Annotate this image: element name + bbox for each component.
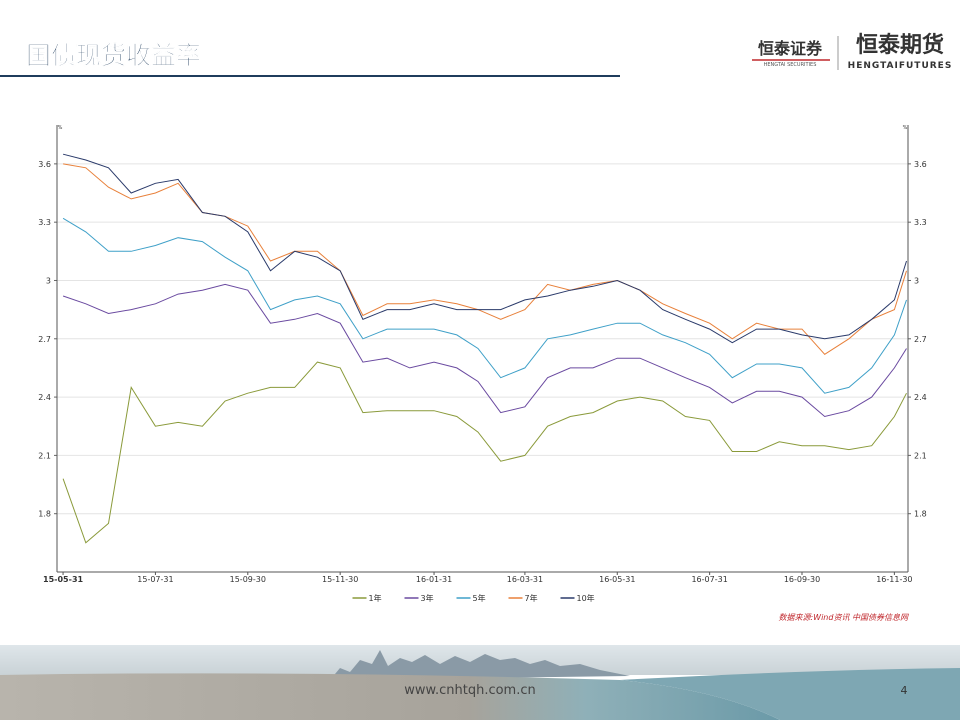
y-tick-label: 2.7 <box>38 335 51 344</box>
x-tick-label: 16-07-31 <box>691 575 727 584</box>
logo-sub: HENGTAIFUTURES <box>848 61 953 71</box>
x-tick-label: 15-09-30 <box>230 575 266 584</box>
x-tick-label: 15-07-31 <box>137 575 173 584</box>
y-tick-label: 1.8 <box>38 510 51 519</box>
y-tick-label: 3.3 <box>38 218 51 227</box>
slide-title: 国债现货收益率 <box>26 41 201 70</box>
logo-sub: HENGTAI SECURITIES <box>764 62 817 68</box>
source-note: 数据来源:Wind资讯 中国债券信息网 <box>778 613 909 622</box>
y-tick-label: 3.6 <box>38 160 51 169</box>
footer-image: www.cnhtqh.com.cn 4 <box>0 645 960 720</box>
series-line <box>62 283 907 418</box>
x-tick-label: 16-03-31 <box>507 575 543 584</box>
x-tick-label: 15-05-31 <box>43 575 83 584</box>
page-number: 4 <box>901 684 908 697</box>
y2-tick-label: 3.6 <box>914 160 927 169</box>
series-line <box>63 163 907 355</box>
y2-tick-label: 2.7 <box>914 335 927 344</box>
series-line <box>62 361 907 544</box>
x-tick-label: 16-11-30 <box>876 575 912 584</box>
y-axis-label: % <box>58 125 63 131</box>
legend-label: 1年 <box>369 593 382 603</box>
legend-label: 3年 <box>421 593 434 603</box>
y2-tick-label: 2.1 <box>914 451 927 460</box>
y2-tick-label: 1.8 <box>914 510 927 519</box>
y-tick-label: 2.1 <box>38 451 51 460</box>
y-tick-label: 3 <box>46 276 51 285</box>
series-line <box>62 217 907 394</box>
water <box>620 668 960 720</box>
legend-label: 10年 <box>577 593 595 603</box>
x-tick-label: 16-09-30 <box>784 575 820 584</box>
x-tick-label: 16-05-31 <box>599 575 635 584</box>
x-tick-label: 16-01-31 <box>416 575 452 584</box>
header: 国债现货收益率 恒泰证券 HENGTAI SECURITIES 恒泰期货 HEN… <box>0 32 953 77</box>
y2-tick-label: 3.3 <box>914 218 927 227</box>
legend-label: 5年 <box>473 593 486 603</box>
y2-axis-label: % <box>903 125 908 131</box>
series-line <box>62 153 907 344</box>
x-tick-label: 15-11-30 <box>322 575 358 584</box>
y2-tick-label: 3 <box>914 276 919 285</box>
skyline <box>330 650 630 680</box>
y2-tick-label: 2.4 <box>914 393 927 402</box>
y-tick-label: 2.4 <box>38 393 51 402</box>
legend-label: 7年 <box>525 593 538 603</box>
ground <box>0 673 780 720</box>
logo-name: 恒泰证券 <box>758 39 823 58</box>
logo-name: 恒泰期货 <box>856 32 944 58</box>
footer-url: www.cnhtqh.com.cn <box>404 683 535 698</box>
